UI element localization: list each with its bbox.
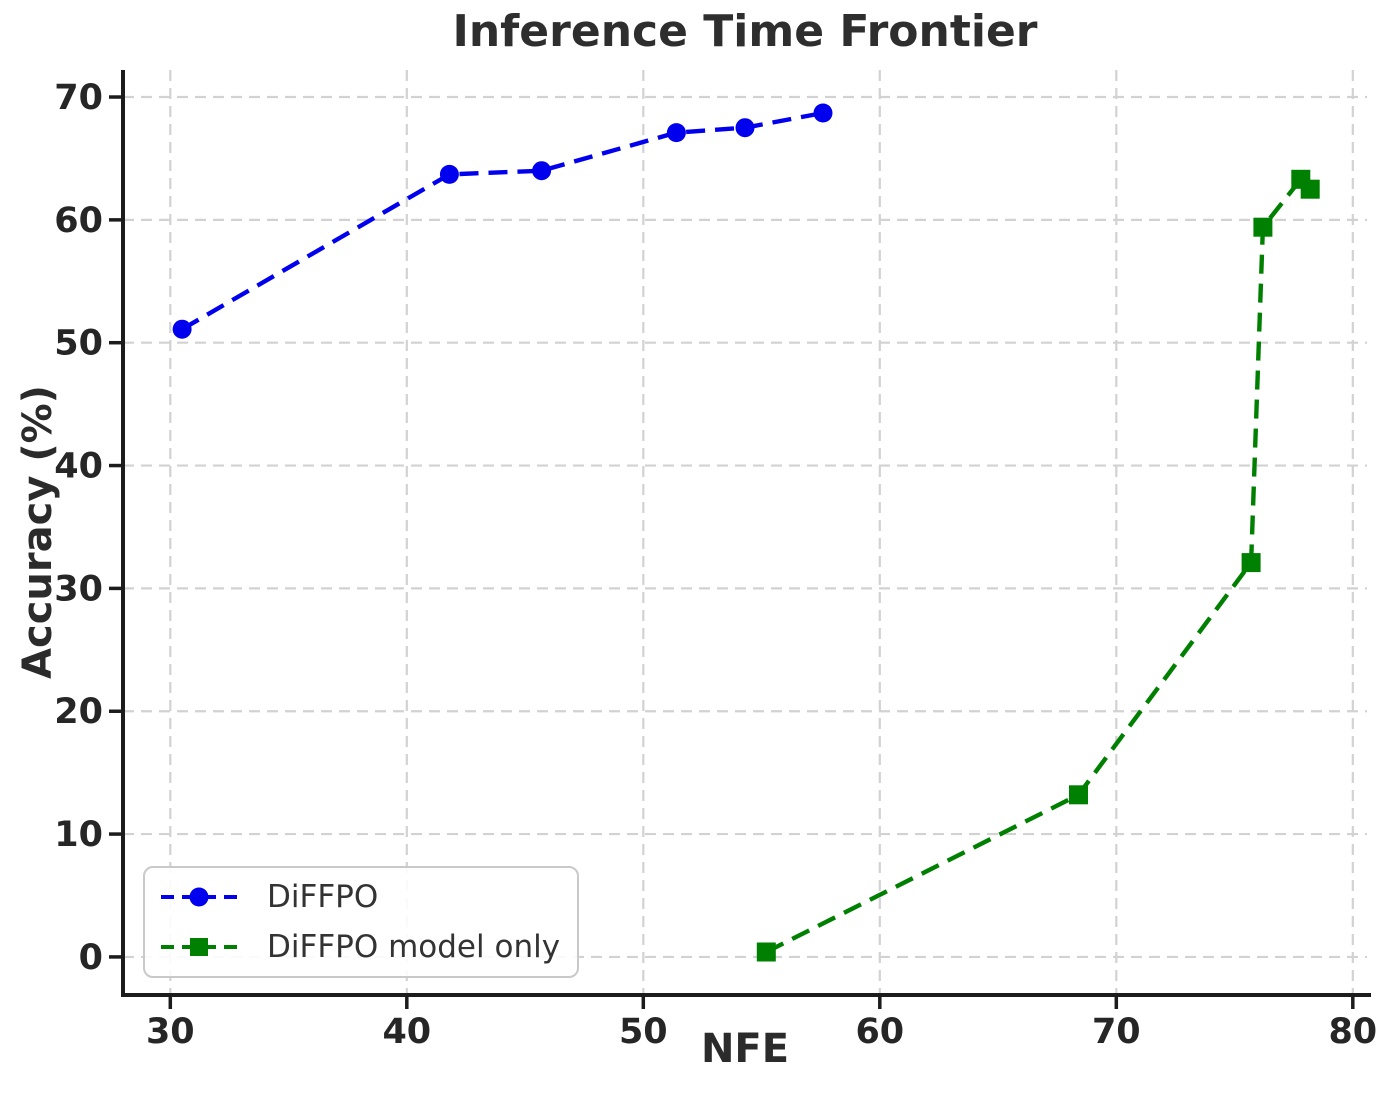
y-tick-label: 70	[54, 78, 103, 118]
legend-dashed-line-circle-marker-icon	[161, 887, 237, 907]
y-tick-label: 50	[54, 324, 103, 364]
y-axis-label: Accuracy (%)	[15, 385, 61, 679]
data-point-diffpo-model-only	[1069, 785, 1088, 805]
legend-item-diffpo-model-only: DiFFPO model only	[157, 929, 577, 965]
y-tick-label: 10	[54, 815, 103, 855]
y-tick-label: 60	[54, 201, 103, 241]
data-point-diffpo	[735, 118, 755, 138]
x-tick-label: 40	[382, 1012, 431, 1052]
data-point-diffpo-model-only	[756, 942, 776, 962]
data-point-diffpo-model-only	[1241, 553, 1261, 573]
legend-label: DiFFPO	[267, 879, 379, 915]
data-point-diffpo	[532, 161, 552, 181]
chart-title: Inference Time Frontier	[452, 6, 1038, 57]
legend-dashed-line-square-marker-icon	[161, 938, 237, 956]
series-line-diffpo-model-only	[765, 177, 1312, 954]
x-tick-label: 70	[1092, 1012, 1141, 1052]
series-line-diffpo	[180, 110, 824, 332]
x-axis-label: NFE	[700, 1026, 790, 1072]
y-tick-label: 0	[79, 938, 103, 978]
x-tick-label: 80	[1328, 1012, 1377, 1052]
data-point-diffpo	[439, 164, 459, 184]
legend-item-diffpo: DiFFPO	[157, 879, 577, 915]
data-point-diffpo	[813, 103, 833, 123]
x-tick-label: 60	[855, 1012, 904, 1052]
y-tick-label: 30	[54, 569, 103, 609]
y-tick-label: 20	[54, 692, 103, 732]
legend-label: DiFFPO model only	[267, 929, 561, 965]
legend: DiFFPO DiFFPO model only	[143, 866, 579, 978]
x-tick-label: 30	[146, 1012, 195, 1052]
data-point-diffpo	[172, 319, 192, 339]
data-point-diffpo	[666, 123, 686, 143]
data-point-diffpo-model-only	[1300, 179, 1320, 199]
data-point-diffpo-model-only	[1253, 217, 1273, 237]
y-tick-label: 40	[54, 447, 103, 487]
x-tick-label: 50	[619, 1012, 668, 1052]
